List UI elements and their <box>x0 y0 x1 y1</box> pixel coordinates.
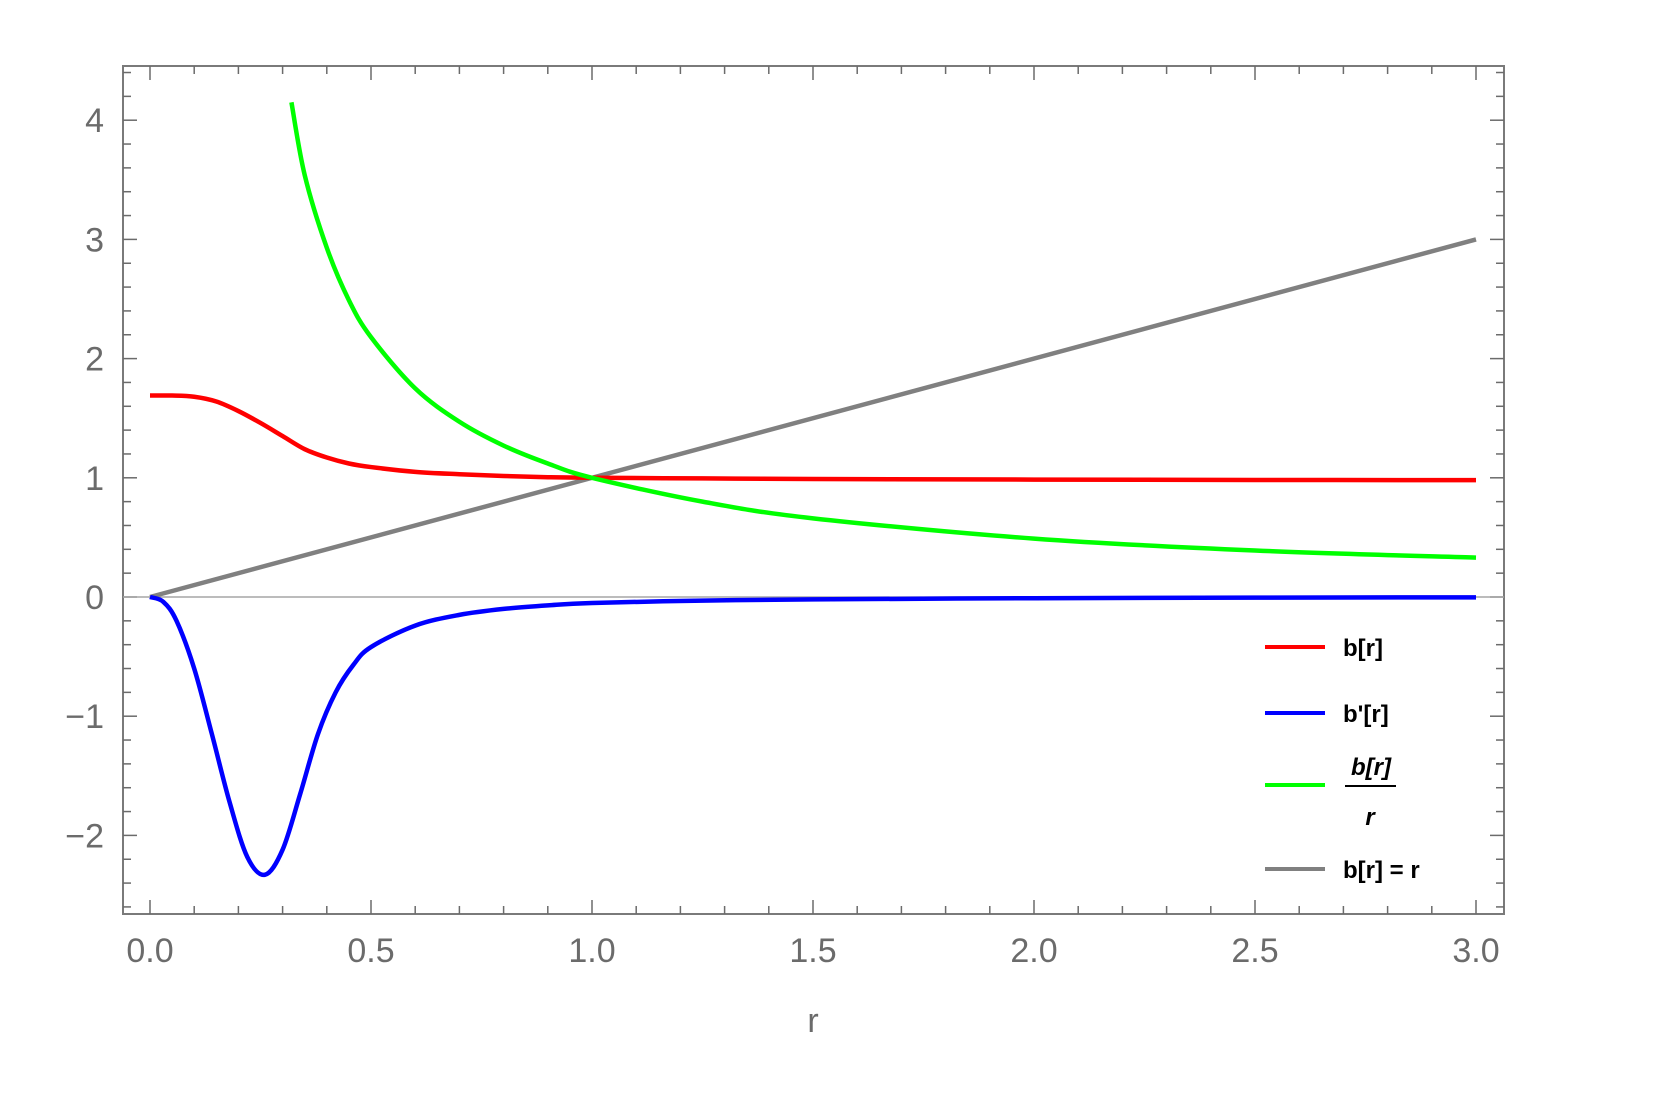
x-tick-label: 0.0 <box>126 932 173 970</box>
legend-item-b-over-r: b[r] r <box>1265 754 1396 831</box>
legend-label-b-prime: b'[r] <box>1343 701 1389 728</box>
x-tick-labels: 0.0 0.5 1.0 1.5 2.0 2.5 3.0 <box>126 932 1499 970</box>
y-tick-labels: −2 −1 0 1 2 3 4 <box>65 102 104 855</box>
axis-ticks <box>123 66 1504 914</box>
legend-label-numerator: b[r] <box>1351 754 1392 781</box>
series-line-b-r-r <box>289 101 1477 560</box>
y-tick-label: −2 <box>65 817 104 855</box>
y-tick-label: −1 <box>65 698 104 736</box>
y-tick-label: 2 <box>85 341 104 379</box>
x-axis-title: r <box>807 1002 818 1040</box>
legend-label-b: b[r] <box>1343 635 1383 662</box>
legend-item-b: b[r] <box>1265 635 1383 662</box>
y-tick-label: 1 <box>85 460 104 498</box>
legend-label-denominator: r <box>1365 804 1376 831</box>
series-layer <box>149 101 1477 878</box>
legend-item-b-equals-r: b[r] = r <box>1265 857 1420 884</box>
x-tick-label: 0.5 <box>347 932 394 970</box>
series-line-b-r <box>149 393 1477 483</box>
y-tick-label: 0 <box>85 579 104 617</box>
y-tick-label: 3 <box>85 221 104 259</box>
x-tick-label: 2.5 <box>1231 932 1278 970</box>
series-line-b-r-r <box>149 237 1477 600</box>
legend-label-b-equals-r: b[r] = r <box>1343 857 1420 884</box>
series-line-b-r <box>149 594 1477 878</box>
y-tick-label: 4 <box>85 102 104 140</box>
x-tick-label: 1.5 <box>789 932 836 970</box>
x-tick-label: 1.0 <box>568 932 615 970</box>
x-tick-label: 2.0 <box>1010 932 1057 970</box>
x-tick-label: 3.0 <box>1452 932 1499 970</box>
legend-item-b-prime: b'[r] <box>1265 701 1389 728</box>
legend: b[r] b'[r] b[r] r b[r] = r <box>1265 635 1420 884</box>
